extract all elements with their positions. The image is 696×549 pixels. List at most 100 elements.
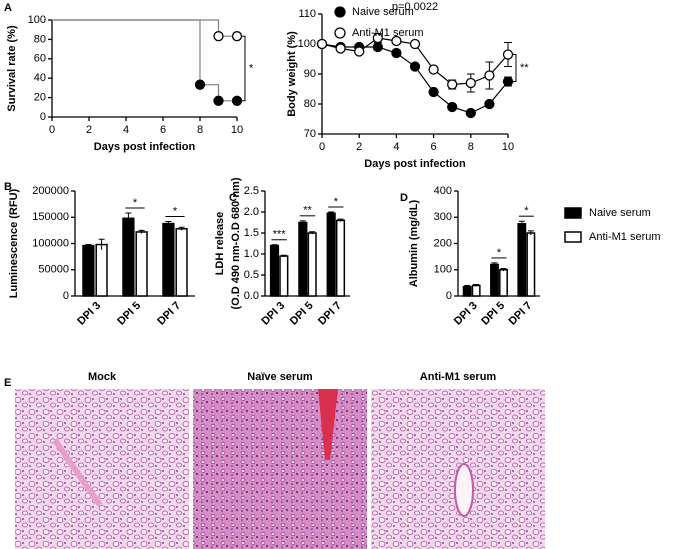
y-tick-label: 110: [298, 8, 316, 20]
error-bar: [328, 211, 335, 215]
vessel: [52, 438, 103, 507]
x-axis-label: Days post infection: [364, 158, 466, 170]
error-bar: [138, 229, 145, 234]
error-bar: [271, 244, 278, 247]
vessel: [318, 389, 338, 460]
data-point: [484, 98, 495, 110]
legend-label: Naive serum: [589, 207, 651, 219]
error-bar: [491, 262, 498, 267]
significance-label: **: [520, 62, 529, 74]
legend-marker: [334, 6, 346, 18]
data-point: [409, 61, 421, 72]
significance-bracket: [241, 35, 246, 102]
panel-label: B: [4, 181, 12, 193]
significance-label: **: [303, 205, 312, 217]
vessel: [454, 463, 474, 517]
x-tick-label: 10: [502, 141, 514, 153]
data-point: [502, 76, 514, 87]
y-tick-label: 0.5: [244, 269, 259, 281]
bar: [471, 284, 481, 297]
x-tick-label: DPI 7: [155, 300, 183, 328]
data-point: [335, 43, 346, 54]
series-line: [321, 43, 509, 114]
x-tick-label: 0: [49, 124, 55, 136]
error-bar: [299, 220, 306, 225]
bar: [335, 219, 346, 297]
data-point: [428, 64, 439, 75]
legend-label: Anti-M1 serum: [589, 231, 661, 243]
error-bar: [165, 220, 172, 226]
x-tick-label: DPI 7: [316, 300, 344, 328]
y-tick-label: 80: [304, 98, 316, 110]
error-bar: [178, 226, 185, 231]
histology-image: [193, 389, 367, 549]
data-point: [391, 35, 402, 47]
y-tick-label: 70: [304, 128, 316, 140]
data-point: [213, 95, 224, 106]
bar: [279, 255, 289, 297]
error-bar: [85, 244, 92, 247]
image-title: Naïve serum: [247, 371, 313, 383]
bar: [269, 244, 280, 297]
error-bar: [337, 218, 344, 222]
legend-marker: [334, 27, 346, 39]
y-tick-label: 200: [434, 237, 452, 249]
y-axis-label: Albumin (mg/dL): [408, 199, 420, 287]
y-tick-label: 90: [304, 68, 316, 80]
significance-bracket: [512, 54, 517, 82]
image-title: Anti-M1 serum: [420, 371, 497, 383]
y-tick-label: 1.5: [244, 227, 259, 239]
legend-swatch: [564, 207, 582, 219]
bar: [122, 217, 135, 297]
y-axis-label: Body weight (%): [286, 31, 298, 117]
data-point: [316, 38, 328, 50]
significance-label: *: [334, 196, 339, 208]
y-tick-label: 100000: [32, 237, 69, 249]
bar: [175, 228, 188, 297]
y-axis-label: Luminescence (RFU): [8, 188, 20, 298]
data-point: [465, 77, 476, 89]
p-value: p=0.0022: [392, 1, 438, 13]
x-tick-label: DPI 3: [75, 300, 103, 328]
x-tick-label: DPI 7: [507, 300, 535, 328]
data-point: [391, 47, 402, 59]
series-line: [52, 19, 237, 37]
x-tick-label: 10: [231, 124, 243, 136]
x-tick-label: 4: [393, 141, 399, 153]
data-point: [465, 107, 476, 119]
bar: [326, 212, 336, 297]
data-point: [484, 70, 495, 81]
significance-label: *: [133, 197, 138, 209]
bar: [490, 263, 499, 297]
panel-label: C: [229, 192, 237, 204]
y-tick-label: 2.5: [244, 185, 259, 197]
y-tick-label: 0: [63, 290, 69, 302]
y-axis-label: (O.D 490 nm-O.D 680 nm): [230, 177, 242, 309]
error-bar: [500, 267, 507, 272]
legend-label: Naive serum: [352, 6, 414, 18]
data-point: [372, 32, 383, 44]
panel-label: A: [4, 2, 12, 14]
significance-label: ***: [273, 229, 287, 241]
x-tick-label: DPI 5: [115, 300, 143, 328]
significance-label: *: [497, 247, 502, 259]
x-tick-label: DPI 5: [288, 300, 316, 328]
histology-images: [15, 389, 545, 549]
bar: [462, 286, 472, 297]
legend-swatch: [564, 231, 582, 243]
legend-label: Anti-M1 serum: [352, 27, 424, 39]
y-tick-label: 20: [34, 92, 46, 104]
bar: [499, 269, 508, 297]
y-tick-label: 150000: [32, 211, 69, 223]
x-tick-label: 8: [468, 141, 474, 153]
error-bar: [473, 283, 480, 287]
error-bar: [527, 230, 534, 236]
y-tick-label: 2.0: [244, 206, 259, 218]
y-tick-label: 0.0: [244, 290, 259, 302]
significance-label: *: [524, 205, 529, 217]
bar: [162, 222, 175, 297]
data-point: [231, 95, 243, 106]
x-tick-label: DPI 3: [452, 300, 480, 328]
x-tick-label: DPI 5: [479, 300, 507, 328]
histology-image: [15, 389, 189, 549]
